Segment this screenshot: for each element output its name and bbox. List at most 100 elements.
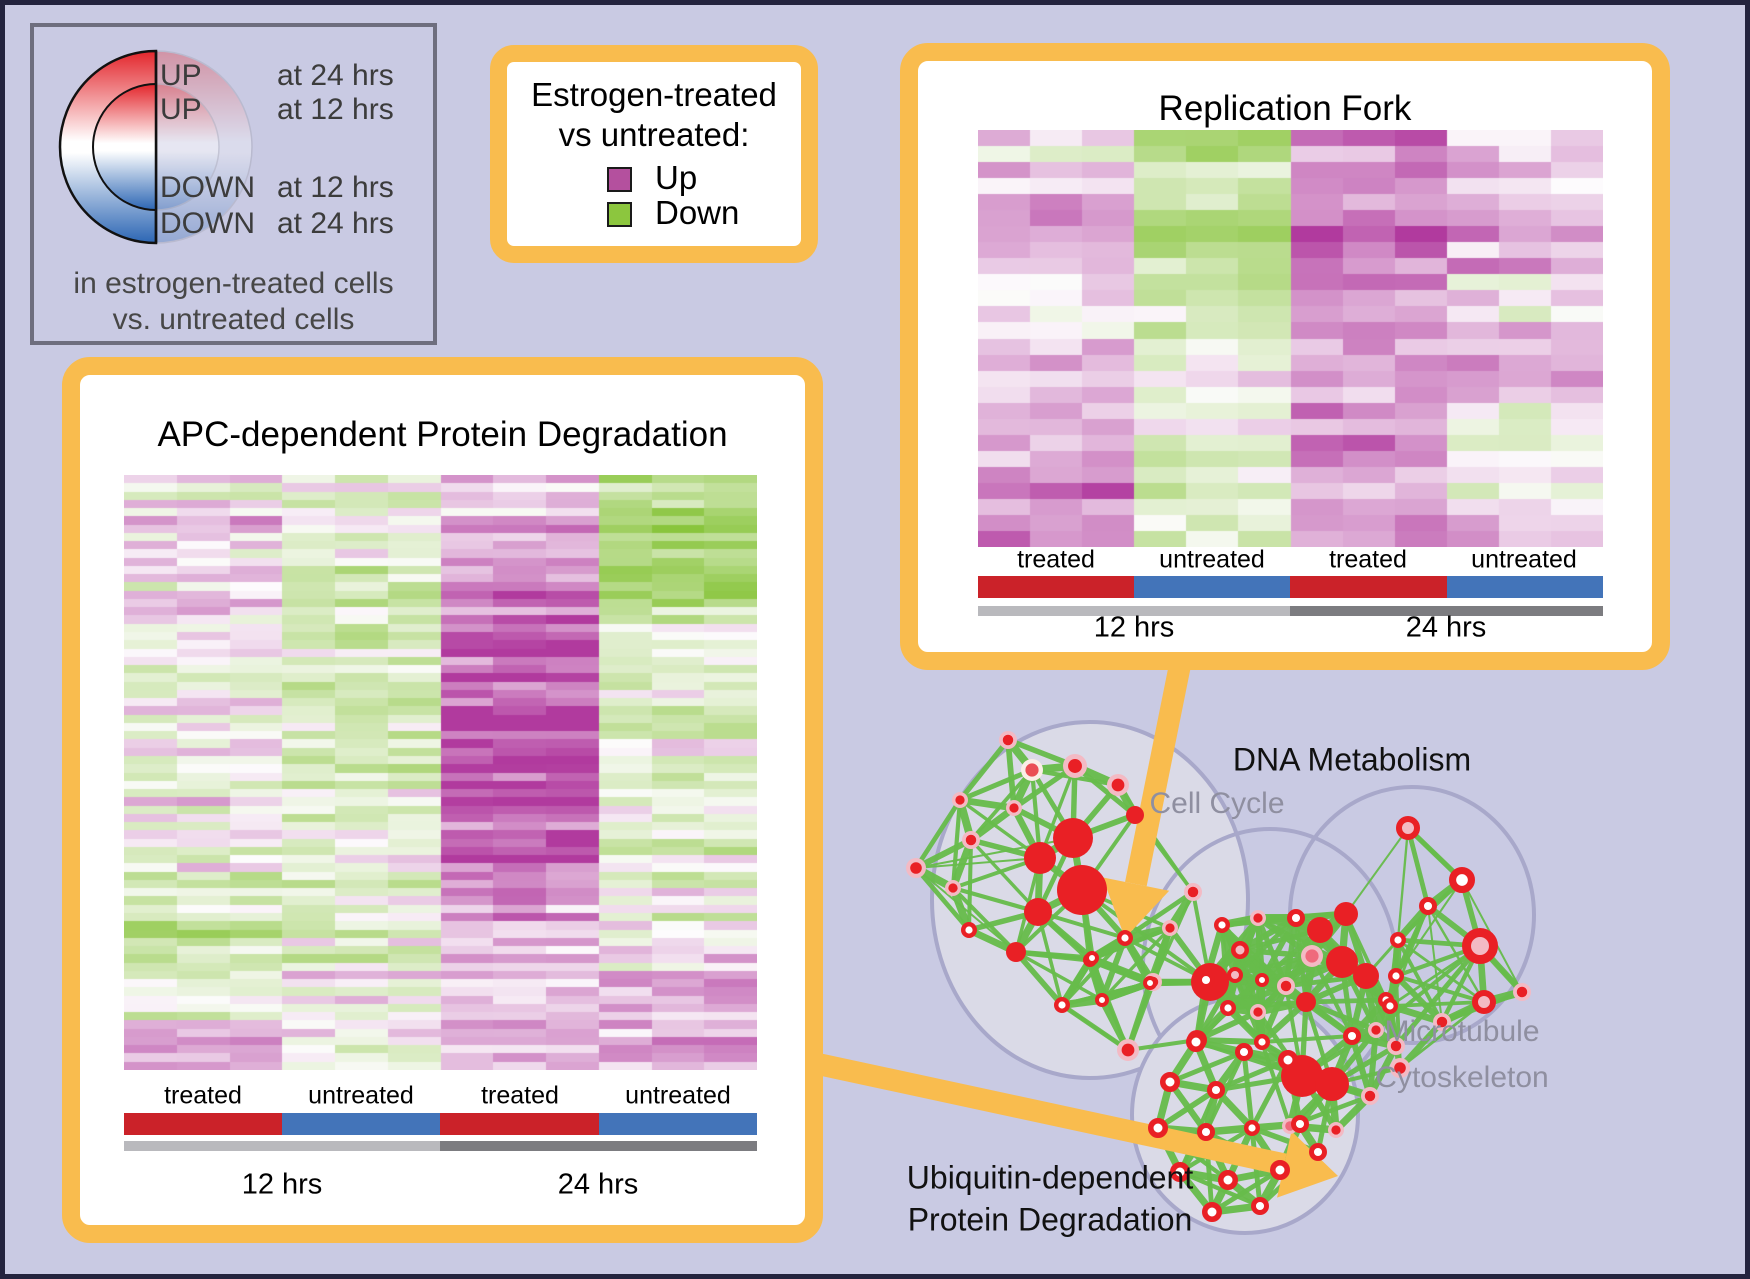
up-color-swatch — [607, 167, 632, 192]
up-label: Up — [655, 159, 698, 196]
gene-set-node — [1165, 923, 1175, 933]
gene-set-node — [1126, 806, 1144, 824]
gene-set-node — [1009, 803, 1019, 813]
gene-set-node — [1111, 778, 1125, 792]
network-edge — [950, 799, 963, 889]
treated-bar — [124, 1113, 282, 1135]
network-edge — [1394, 944, 1482, 1048]
network-edge — [966, 839, 974, 931]
network-edge — [1210, 1167, 1282, 1215]
network-edge — [1345, 827, 1409, 915]
rf-24hrs-label: 24 hrs — [1405, 611, 1487, 644]
gene-set-node — [1381, 998, 1398, 1015]
estrogen-legend-title-line2: vs untreated: — [558, 116, 750, 153]
gene-set-node — [1472, 990, 1496, 1014]
cluster-label-ubiquitin-line1: Ubiquitin-dependent — [906, 1159, 1194, 1196]
network-edge — [1344, 913, 1388, 1001]
network-edge — [1061, 1003, 1129, 1052]
apc-col-group-label: treated — [481, 1081, 559, 1110]
network-edge — [915, 867, 1017, 953]
rf-12hrs-label: 12 hrs — [1093, 611, 1175, 644]
gene-set-node — [1025, 763, 1039, 777]
gene-set-node — [1234, 1042, 1253, 1061]
network-edge — [1013, 950, 1065, 1007]
scale-row-time: at 12 hrs — [277, 171, 394, 204]
gene-set-node — [1253, 1007, 1263, 1017]
scale-footer-line1: in estrogen-treated cells — [73, 267, 394, 300]
network-edge — [1036, 911, 1064, 1006]
gene-set-node — [1053, 997, 1070, 1014]
network-edge — [951, 886, 1018, 954]
network-edge — [1156, 1087, 1218, 1131]
gene-set-node — [1308, 1142, 1327, 1161]
gene-set-node — [1448, 867, 1475, 894]
rf-col-group-label: untreated — [1471, 545, 1577, 574]
network-edge — [958, 738, 1010, 802]
gene-set-node — [1002, 734, 1014, 746]
apc-col-group-label: untreated — [625, 1081, 731, 1110]
scale-row-dir: UP — [160, 93, 202, 126]
down-color-swatch — [607, 202, 632, 227]
network-edge — [1073, 764, 1137, 817]
gene-set-node — [1390, 1040, 1402, 1052]
gene-set-node — [1057, 865, 1107, 915]
gene-set-node — [955, 795, 965, 805]
arrow-apc-to-ubiquitin-head — [1277, 1131, 1338, 1198]
gene-set-node — [965, 834, 977, 846]
network-edge — [1259, 916, 1299, 982]
gene-set-node — [1085, 951, 1099, 965]
gene-set-node — [1148, 1118, 1168, 1138]
network-edge — [1388, 1002, 1444, 1026]
gene-set-node — [1219, 1000, 1236, 1017]
gene-set-node — [1116, 930, 1133, 947]
treated-bar — [1290, 576, 1447, 598]
gene-set-node — [1418, 896, 1437, 915]
gene-set-node — [1227, 967, 1243, 983]
network-edge — [1396, 827, 1410, 941]
gene-set-node — [1253, 1033, 1270, 1050]
network-edge — [1405, 827, 1431, 907]
cluster-label-cell-cycle: Cell Cycle — [1149, 787, 1285, 820]
arrow-apc-to-ubiquitin-shaft — [815, 1053, 1287, 1176]
gene-set-node — [1255, 973, 1269, 987]
apc-heatmap — [124, 475, 757, 1070]
gene-set-node — [910, 862, 922, 874]
scale-row-time: at 24 hrs — [277, 207, 394, 240]
gene-set-node — [1196, 1122, 1215, 1141]
gene-set-node — [1307, 917, 1333, 943]
gene-set-node — [1315, 1067, 1349, 1101]
gene-set-node — [1280, 980, 1292, 992]
gene-set-node — [1364, 1090, 1376, 1102]
gene-set-node — [948, 883, 958, 893]
network-edge — [1241, 1051, 1255, 1129]
untreated-bar — [1134, 576, 1290, 598]
gene-set-node — [1389, 932, 1406, 949]
untreated-bar — [599, 1113, 757, 1135]
gene-set-node — [1436, 1016, 1448, 1028]
gene-set-node — [1394, 1062, 1406, 1074]
estrogen-legend-title-line1: Estrogen-treated — [531, 76, 777, 113]
network-edge — [1233, 916, 1298, 977]
network-edge — [959, 767, 1033, 803]
gene-set-node — [1121, 1043, 1135, 1057]
network-edge — [1125, 982, 1153, 1051]
network-edge — [1285, 973, 1367, 989]
arrow-replication-fork-to-dna-shaft — [1125, 647, 1194, 887]
gene-set-node — [1231, 941, 1249, 959]
network-edge — [1395, 974, 1485, 1004]
network-edge — [1169, 1049, 1245, 1085]
gene-set-node — [1206, 1080, 1225, 1099]
cluster-label-microtubule-line2: Cytoskeleton — [1375, 1061, 1549, 1094]
network-edge — [1015, 950, 1103, 1002]
network-edge — [1090, 955, 1152, 986]
24hrs-bar — [1290, 606, 1603, 616]
scale-row-dir: DOWN — [160, 171, 255, 204]
network-edge — [1015, 949, 1093, 961]
gene-set-node — [1326, 946, 1358, 978]
network-edge — [1384, 905, 1430, 1001]
gene-set-node — [1334, 902, 1358, 926]
gene-set-node — [1006, 942, 1026, 962]
gene-set-node — [1187, 886, 1199, 898]
network-edge — [1090, 957, 1130, 1051]
